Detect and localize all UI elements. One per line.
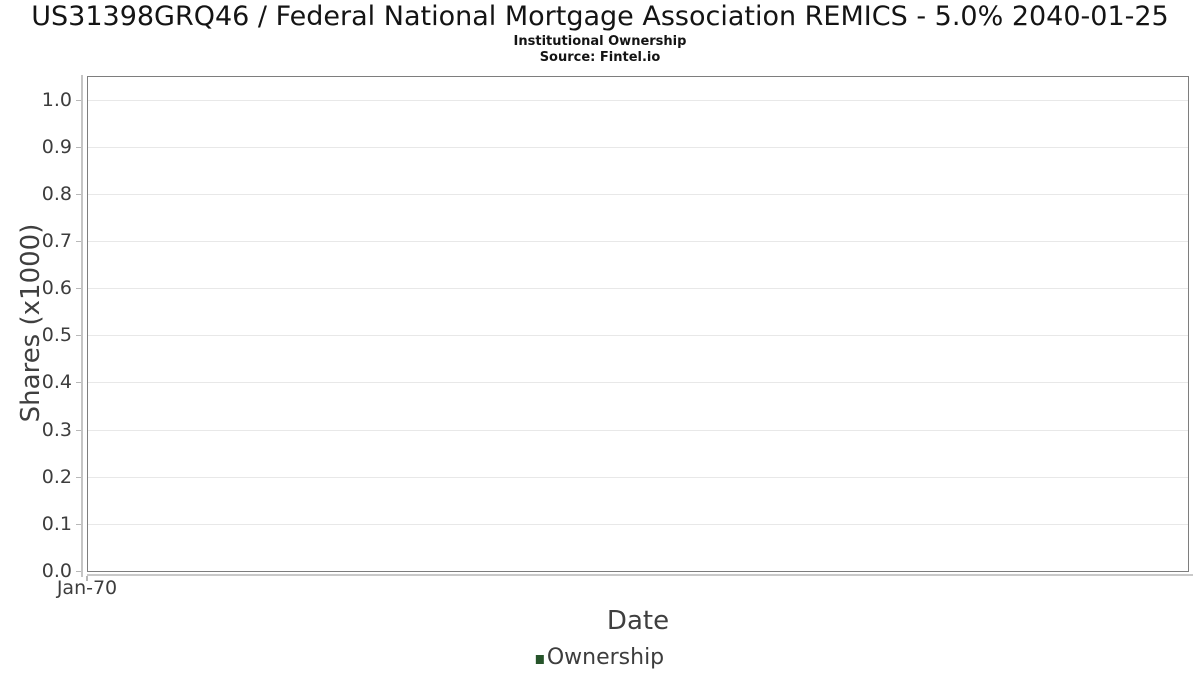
y-tick-mark [76,147,81,148]
y-tick-mark [76,477,81,478]
y-tick-label: 0.7 [41,230,72,252]
h-gridline [88,430,1188,431]
h-gridline [88,194,1188,195]
y-tick-mark [76,524,81,525]
h-gridline [88,288,1188,289]
h-gridline [88,335,1188,336]
x-tick-label: Jan-70 [56,577,118,599]
y-tick-label: 0.8 [41,183,72,205]
h-gridline [88,147,1188,148]
y-tick-mark [76,100,81,101]
y-tick-label: 0.5 [41,324,72,346]
h-gridline [88,241,1188,242]
source-label: Source: Fintel.io [539,50,661,65]
y-tick-mark [76,335,81,336]
y-tick-label: 0.2 [41,466,72,488]
y-tick-label: 0.0 [41,560,72,582]
x-axis-title: Date [606,606,670,636]
plot-area [87,76,1189,572]
y-tick-mark [76,430,81,431]
h-gridline [88,100,1188,101]
chart-subtitle: Institutional Ownership [513,34,687,49]
y-tick-label: 0.9 [41,136,72,158]
y-axis-line [81,75,83,577]
y-tick-mark [76,241,81,242]
legend-label: Ownership [546,645,665,670]
x-tick-mark [86,576,88,581]
y-tick-mark [76,194,81,195]
legend-item-ownership[interactable]: Ownership [535,645,665,671]
legend-marker-icon [535,654,544,664]
y-tick-mark [76,571,81,572]
y-tick-label: 1.0 [41,89,72,111]
chart-title: US31398GRQ46 / Federal National Mortgage… [31,1,1169,32]
h-gridline [88,524,1188,525]
h-gridline [88,477,1188,478]
y-tick-label: 0.3 [41,419,72,441]
h-gridline [88,382,1188,383]
x-axis-line [87,574,1193,576]
y-tick-mark [76,382,81,383]
y-tick-mark [76,288,81,289]
y-tick-label: 0.6 [41,277,72,299]
y-tick-label: 0.4 [41,371,72,393]
y-tick-label: 0.1 [41,513,72,535]
